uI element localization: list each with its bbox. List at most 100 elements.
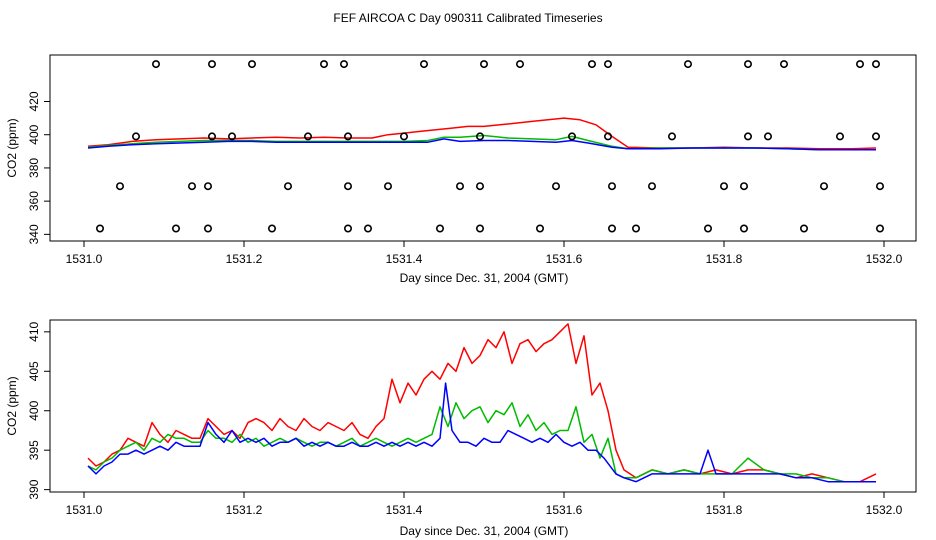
top-x-ticks: 1531.0 1531.2 1531.4 1531.6 1531.8 1532.0 bbox=[66, 241, 903, 266]
top-circle-marker bbox=[172, 224, 181, 233]
top-circle-marker bbox=[228, 132, 237, 141]
bottom-series-lines bbox=[87, 323, 877, 483]
top-y-tick-label: 340 bbox=[27, 224, 41, 244]
top-circle-marker bbox=[132, 132, 141, 141]
top-circle-marker bbox=[515, 60, 524, 69]
bottom-y-tick-label: 405 bbox=[27, 361, 41, 381]
top-circle-marker bbox=[303, 132, 312, 141]
top-series-lines bbox=[87, 117, 877, 151]
top-circle-marker bbox=[475, 132, 484, 141]
bottom-x-tick-label: 1531.2 bbox=[226, 503, 263, 517]
top-circle-marker bbox=[419, 60, 428, 69]
top-circle-marker bbox=[319, 60, 328, 69]
top-circle-markers bbox=[96, 60, 884, 233]
bottom-x-tick-label: 1531.8 bbox=[706, 503, 743, 517]
top-circle-marker bbox=[819, 182, 828, 191]
top-y-axis-label: CO2 (ppm) bbox=[5, 118, 19, 177]
bottom-y-tick-label: 400 bbox=[27, 400, 41, 420]
top-circle-marker bbox=[208, 60, 217, 69]
top-circle-marker bbox=[475, 224, 484, 233]
top-circle-marker bbox=[799, 224, 808, 233]
top-circle-marker bbox=[475, 182, 484, 191]
top-circle-marker bbox=[399, 132, 408, 141]
top-y-tick-label: 360 bbox=[27, 191, 41, 211]
top-x-tick-label: 1531.6 bbox=[546, 252, 583, 266]
top-circle-marker bbox=[283, 182, 292, 191]
top-circle-marker bbox=[835, 132, 844, 141]
bottom-y-axis-label: CO2 (ppm) bbox=[5, 376, 19, 435]
bottom-x-tick-label: 1531.4 bbox=[386, 503, 423, 517]
top-circle-marker bbox=[743, 132, 752, 141]
top-circle-marker bbox=[567, 132, 576, 141]
top-circle-marker bbox=[96, 224, 105, 233]
top-x-tick-label: 1532.0 bbox=[866, 252, 903, 266]
top-circle-marker bbox=[603, 60, 612, 69]
top-circle-marker bbox=[603, 132, 612, 141]
top-circle-marker bbox=[188, 182, 197, 191]
top-circle-marker bbox=[875, 224, 884, 233]
top-circle-marker bbox=[587, 60, 596, 69]
bottom-y-tick-label: 390 bbox=[27, 479, 41, 499]
top-circle-marker bbox=[779, 60, 788, 69]
bottom-x-axis-label: Day since Dec. 31, 2004 (GMT) bbox=[400, 524, 569, 538]
top-circle-marker bbox=[743, 60, 752, 69]
top-circle-marker bbox=[152, 60, 161, 69]
top-y-tick-label: 420 bbox=[27, 91, 41, 111]
top-circle-marker bbox=[343, 182, 352, 191]
bottom-y-ticks: 390 395 400 405 410 bbox=[27, 322, 50, 500]
top-circle-marker bbox=[479, 60, 488, 69]
top-circle-marker bbox=[607, 182, 616, 191]
bottom-x-ticks: 1531.0 1531.2 1531.4 1531.6 1531.8 1532.0 bbox=[66, 492, 903, 517]
top-circle-marker bbox=[204, 224, 213, 233]
top-circle-marker bbox=[551, 182, 560, 191]
top-circle-marker bbox=[871, 132, 880, 141]
top-circle-marker bbox=[647, 182, 656, 191]
top-circle-marker bbox=[435, 224, 444, 233]
bottom-plot-frame bbox=[49, 319, 917, 493]
bottom-x-tick-label: 1531.6 bbox=[546, 503, 583, 517]
top-circle-marker bbox=[208, 132, 217, 141]
top-circle-marker bbox=[535, 224, 544, 233]
top-circle-marker bbox=[683, 60, 692, 69]
top-circle-marker bbox=[703, 224, 712, 233]
bottom-series-line-series2 bbox=[87, 402, 876, 483]
top-circle-marker bbox=[875, 182, 884, 191]
bottom-series-line-series1 bbox=[87, 323, 877, 483]
top-x-tick-label: 1531.0 bbox=[66, 252, 103, 266]
top-circle-marker bbox=[739, 182, 748, 191]
top-circle-marker bbox=[871, 60, 880, 69]
top-circle-marker bbox=[248, 60, 257, 69]
top-y-ticks: 340 360 380 400 420 bbox=[27, 91, 50, 244]
top-circle-marker bbox=[631, 224, 640, 233]
bottom-x-tick-label: 1532.0 bbox=[866, 503, 903, 517]
chart-title: FEF AIRCOA C Day 090311 Calibrated Times… bbox=[333, 11, 602, 25]
bottom-series-line-series3 bbox=[87, 382, 876, 483]
top-circle-marker bbox=[739, 224, 748, 233]
top-circle-marker bbox=[763, 132, 772, 141]
top-plot-frame bbox=[49, 54, 917, 242]
top-circle-marker bbox=[855, 60, 864, 69]
top-circle-marker bbox=[383, 182, 392, 191]
top-circle-marker bbox=[667, 132, 676, 141]
bottom-y-tick-label: 395 bbox=[27, 440, 41, 460]
top-y-tick-label: 380 bbox=[27, 158, 41, 178]
top-x-axis-label: Day since Dec. 31, 2004 (GMT) bbox=[400, 271, 569, 285]
top-x-tick-label: 1531.8 bbox=[706, 252, 743, 266]
bottom-panel: Day since Dec. 31, 2004 (GMT) CO2 (ppm) … bbox=[5, 319, 917, 538]
top-y-tick-label: 400 bbox=[27, 124, 41, 144]
bottom-y-tick-label: 410 bbox=[27, 322, 41, 342]
top-circle-marker bbox=[343, 132, 352, 141]
top-series-line-series3 bbox=[87, 138, 876, 151]
top-circle-marker bbox=[267, 224, 276, 233]
bottom-x-tick-label: 1531.0 bbox=[66, 503, 103, 517]
top-circle-marker bbox=[339, 60, 348, 69]
top-x-tick-label: 1531.2 bbox=[226, 252, 263, 266]
top-circle-marker bbox=[116, 182, 125, 191]
top-circle-marker bbox=[455, 182, 464, 191]
top-circle-marker bbox=[719, 182, 728, 191]
top-circle-marker bbox=[204, 182, 213, 191]
top-x-tick-label: 1531.4 bbox=[386, 252, 423, 266]
top-circle-marker bbox=[607, 224, 616, 233]
top-circle-marker bbox=[363, 224, 372, 233]
